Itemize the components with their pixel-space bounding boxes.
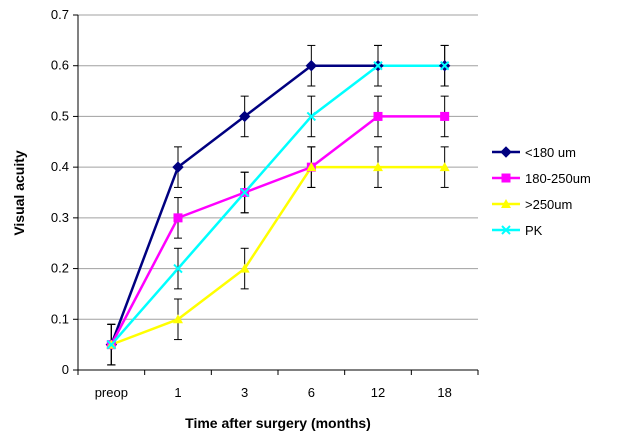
data-point bbox=[239, 263, 250, 273]
series-line bbox=[110, 165, 445, 346]
axes bbox=[73, 14, 479, 375]
data-point bbox=[173, 314, 183, 324]
x-tick-label: 6 bbox=[308, 385, 315, 400]
x-tick-label: 3 bbox=[241, 385, 248, 400]
y-tick-label: 0.7 bbox=[51, 7, 69, 22]
data-point bbox=[373, 111, 383, 121]
legend-label: PK bbox=[525, 223, 543, 238]
x-tick-label: 12 bbox=[371, 385, 385, 400]
data-point bbox=[239, 187, 250, 198]
y-tick-label: 0.5 bbox=[51, 108, 69, 123]
legend-marker bbox=[501, 225, 511, 235]
y-tick-label: 0.3 bbox=[51, 210, 69, 225]
legend: <180 um 180-250um >250um PK bbox=[492, 145, 591, 238]
legend-marker bbox=[500, 146, 512, 158]
data-point bbox=[173, 213, 183, 223]
data-markers bbox=[105, 60, 451, 351]
series-line bbox=[110, 115, 445, 346]
data-point bbox=[440, 111, 450, 121]
legend-label: >250um bbox=[525, 197, 572, 212]
legend-label: 180-250um bbox=[525, 171, 591, 186]
legend-item: >250um bbox=[492, 197, 572, 212]
data-point bbox=[238, 110, 251, 123]
legend-item: PK bbox=[492, 223, 543, 238]
data-point bbox=[373, 61, 383, 71]
y-tick-label: 0.4 bbox=[51, 159, 69, 174]
series-line bbox=[110, 64, 445, 346]
legend-marker bbox=[501, 173, 511, 183]
data-point bbox=[172, 161, 184, 173]
legend-marker bbox=[501, 199, 511, 208]
data-point bbox=[305, 60, 318, 72]
legend-label: <180 um bbox=[525, 145, 576, 160]
y-tick-label: 0 bbox=[62, 362, 69, 377]
y-axis-title: Visual acuity bbox=[11, 150, 27, 236]
data-point bbox=[173, 263, 183, 274]
y-tick-label: 0.1 bbox=[51, 311, 69, 326]
data-point bbox=[373, 162, 383, 172]
data-point bbox=[306, 111, 317, 122]
y-tick-label: 0.2 bbox=[51, 261, 69, 276]
y-tick-label: 0.6 bbox=[51, 58, 69, 73]
x-tick-label: 18 bbox=[437, 385, 451, 400]
data-point bbox=[106, 339, 117, 350]
x-axis-title: Time after surgery (months) bbox=[185, 415, 371, 431]
x-tick-label: preop bbox=[95, 385, 128, 400]
data-point bbox=[439, 162, 450, 172]
legend-item: 180-250um bbox=[492, 171, 591, 186]
data-point bbox=[306, 162, 317, 172]
series-lines bbox=[110, 64, 445, 346]
x-tick-label: 1 bbox=[174, 385, 181, 400]
data-point bbox=[439, 61, 450, 71]
x-tick-labels: preop 1 3 6 12 18 bbox=[95, 385, 452, 400]
y-tick-labels: 0 0.1 0.2 0.3 0.4 0.5 0.6 0.7 bbox=[51, 7, 69, 377]
legend-item: <180 um bbox=[492, 145, 576, 160]
